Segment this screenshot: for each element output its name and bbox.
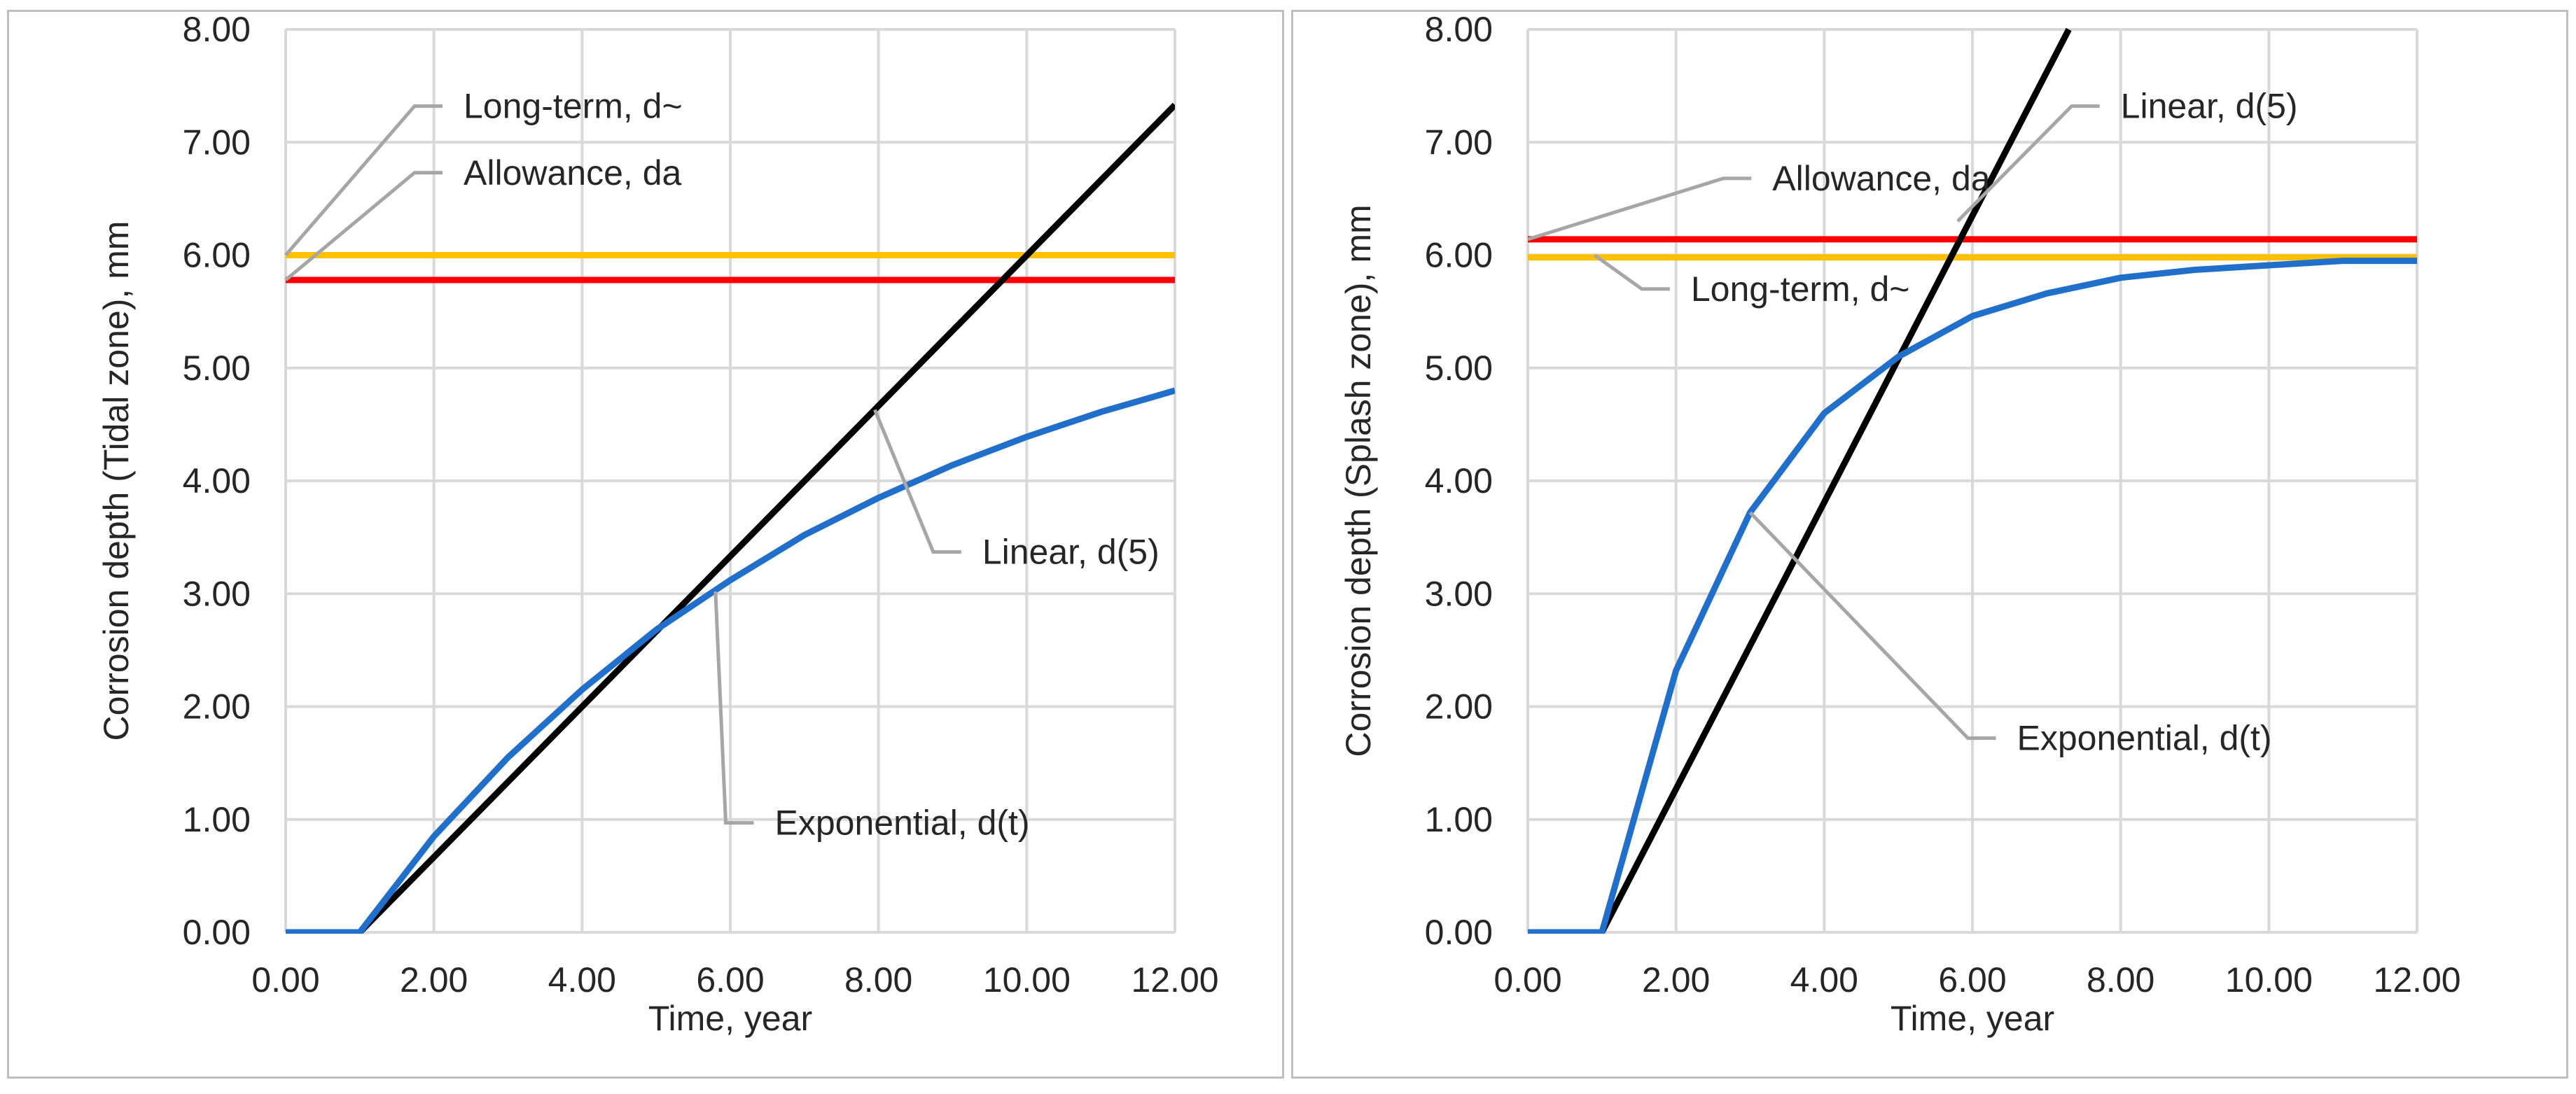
y-tick-label: 2.00 bbox=[183, 687, 251, 727]
y-tick-label: 6.00 bbox=[1425, 236, 1493, 275]
y-tick-label: 0.00 bbox=[1425, 913, 1493, 952]
x-tick-label: 10.00 bbox=[983, 960, 1071, 1000]
x-axis-title: Time, year bbox=[648, 999, 812, 1038]
annotation-leader-allowance-da bbox=[284, 171, 443, 281]
chart-splash-zone: 0.00 2.00 4.00 6.00 8.00 10.00 12.00 0.00 1.00 2.… bbox=[1339, 12, 2461, 1038]
y-tick-label: 4.00 bbox=[1425, 461, 1493, 500]
x-tick-label: 2.00 bbox=[400, 960, 468, 1000]
y-tick-label: 5.00 bbox=[1425, 349, 1493, 388]
y-tick-label: 0.00 bbox=[183, 913, 251, 952]
x-tick-label: 4.00 bbox=[1790, 960, 1858, 1000]
x-tick-label: 2.00 bbox=[1642, 960, 1710, 1000]
x-tick-label: 6.00 bbox=[696, 960, 764, 1000]
annotation-label-long-term-d: Long-term, d~ bbox=[1691, 269, 1910, 309]
annotation-leader-linear-d-5 bbox=[873, 409, 961, 554]
series-line-exponential-d-t bbox=[286, 387, 1175, 934]
y-tick-label: 1.00 bbox=[1425, 800, 1493, 839]
annotation-leader-long-term-d bbox=[284, 104, 443, 257]
y-tick-label: 5.00 bbox=[183, 349, 251, 388]
y-tick-label: 7.00 bbox=[183, 122, 251, 162]
y-tick-label: 1.00 bbox=[183, 800, 251, 839]
annotation-leader-exponential-d-t bbox=[713, 591, 754, 825]
annotation-label-long-term-d: Long-term, d~ bbox=[464, 87, 683, 126]
y-tick-label: 3.00 bbox=[1425, 574, 1493, 613]
series-group bbox=[286, 102, 1175, 934]
annotation-label-linear-d-5: Linear, d(5) bbox=[982, 533, 1160, 572]
chart-panel-tidal: 0.00 2.00 4.00 6.00 8.00 10.00 12.00 0.00 1.00 2.… bbox=[7, 10, 1284, 1079]
annotation-leader-linear-d-5 bbox=[1956, 104, 2100, 223]
annotation-label-exponential-d-t: Exponential, d(t) bbox=[2017, 719, 2272, 758]
annotation-leader-long-term-d bbox=[1593, 253, 1670, 291]
x-tick-label: 4.00 bbox=[548, 960, 616, 1000]
x-tick-label: 0.00 bbox=[251, 960, 319, 1000]
y-tick-label: 8.00 bbox=[183, 12, 251, 49]
chart-tidal-zone: 0.00 2.00 4.00 6.00 8.00 10.00 12.00 0.00 1.00 2.… bbox=[97, 12, 1219, 1038]
y-tick-label: 8.00 bbox=[1425, 12, 1493, 49]
x-tick-label: 0.00 bbox=[1494, 960, 1561, 1000]
y-axis-title: Corrosion depth (Tidal zone), mm bbox=[97, 221, 136, 741]
annotation-label-exponential-d-t: Exponential, d(t) bbox=[775, 804, 1030, 843]
x-tick-label: 8.00 bbox=[844, 960, 912, 1000]
y-tick-label: 3.00 bbox=[183, 574, 251, 613]
series-group bbox=[1528, 28, 2417, 934]
x-tick-label: 8.00 bbox=[2087, 960, 2154, 1000]
x-axis-title: Time, year bbox=[1891, 999, 2054, 1038]
series-line-exponential-d-t bbox=[1528, 258, 2417, 934]
x-tick-label: 10.00 bbox=[2225, 960, 2313, 1000]
annotation-label-allowance-da: Allowance, da bbox=[464, 153, 681, 192]
y-tick-label: 4.00 bbox=[183, 461, 251, 500]
annotation-label-allowance-da: Allowance, da bbox=[1772, 159, 1990, 198]
y-tick-label: 7.00 bbox=[1425, 122, 1493, 162]
y-tick-label: 6.00 bbox=[183, 236, 251, 275]
chart-panel-splash: 0.00 2.00 4.00 6.00 8.00 10.00 12.00 0.00 1.00 2.… bbox=[1291, 10, 2568, 1079]
annotation-leader-allowance-da bbox=[1527, 176, 1752, 241]
y-axis-title: Corrosion depth (Splash zone), mm bbox=[1339, 204, 1378, 757]
annotation-label-linear-d-5: Linear, d(5) bbox=[2121, 87, 2298, 126]
x-tick-label: 12.00 bbox=[1131, 960, 1218, 1000]
x-tick-label: 12.00 bbox=[2373, 960, 2460, 1000]
annotation-leader-exponential-d-t bbox=[1748, 511, 1996, 741]
y-tick-label: 2.00 bbox=[1425, 687, 1493, 727]
x-tick-label: 6.00 bbox=[1938, 960, 2006, 1000]
